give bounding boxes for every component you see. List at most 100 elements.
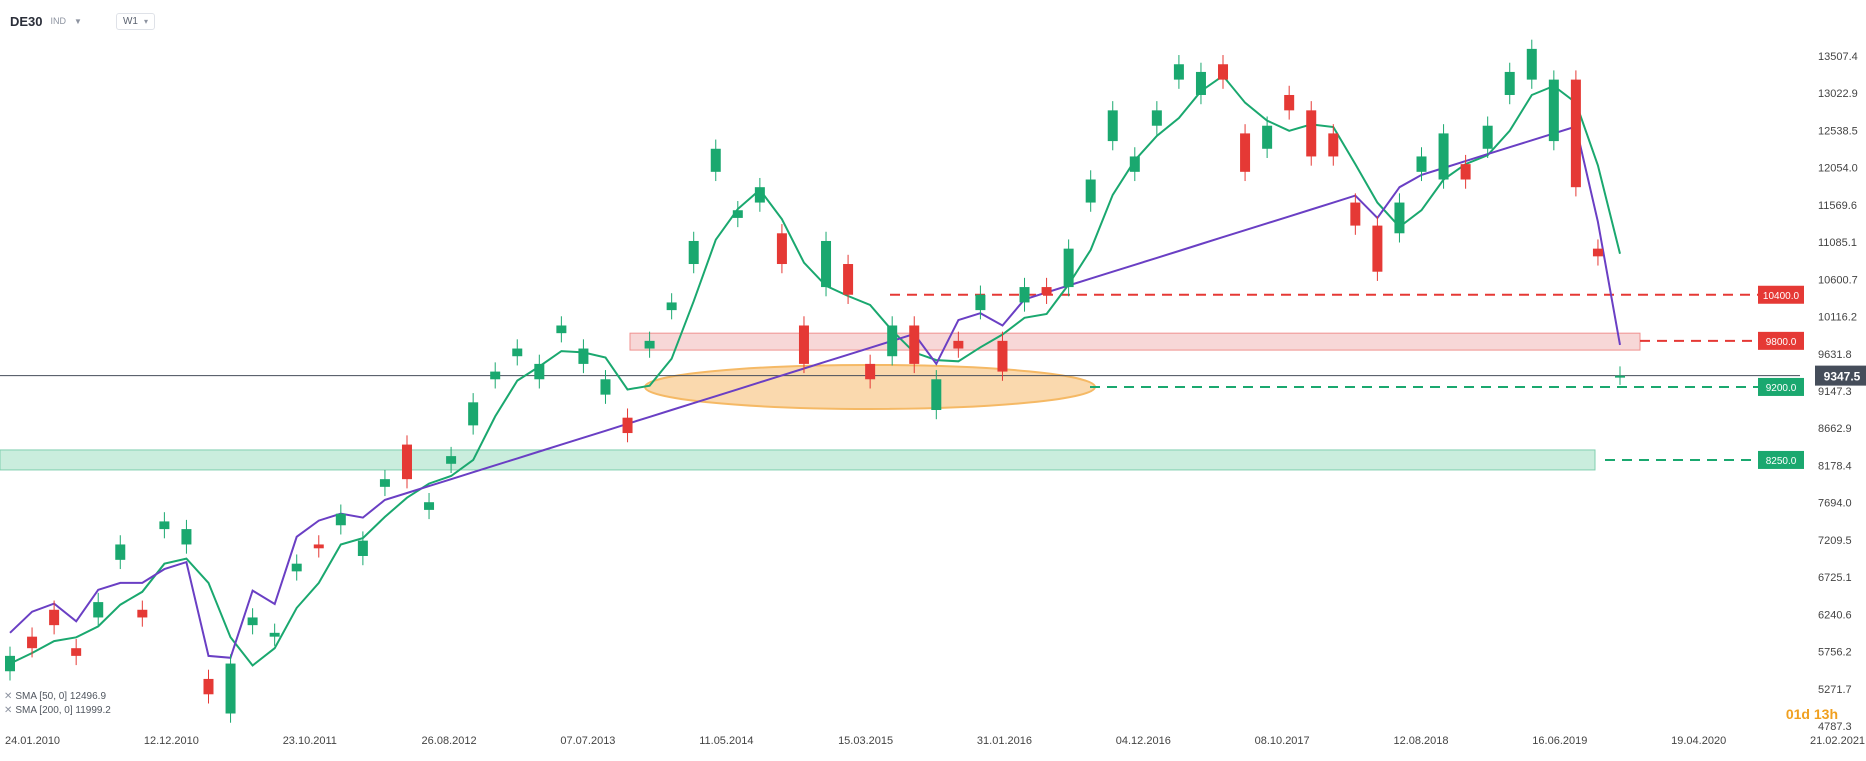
candle-body[interactable] xyxy=(269,632,280,637)
price-level-tag-label: 10400.0 xyxy=(1763,291,1800,302)
candle-body[interactable] xyxy=(1592,248,1603,257)
y-tick-label: 12538.5 xyxy=(1818,125,1858,137)
candle-body[interactable] xyxy=(1173,64,1184,80)
y-tick-label: 8178.4 xyxy=(1818,460,1852,472)
price-level-tag xyxy=(1758,331,1804,350)
y-tick-label: 11569.6 xyxy=(1818,200,1857,212)
candle-body[interactable] xyxy=(556,325,567,334)
candle-body[interactable] xyxy=(225,663,236,714)
candle-body[interactable] xyxy=(1041,287,1052,295)
x-tick-label: 23.10.2011 xyxy=(283,735,337,747)
candle-body[interactable] xyxy=(1195,71,1206,95)
legend-item-sma50[interactable]: ✕ SMA [50, 0] 12496.9 xyxy=(4,690,111,704)
candle-body[interactable] xyxy=(644,340,655,349)
candle-body[interactable] xyxy=(181,529,192,545)
candle-body[interactable] xyxy=(1504,71,1515,95)
candle-body[interactable] xyxy=(1372,225,1383,272)
candle-body[interactable] xyxy=(203,678,214,695)
candle-body[interactable] xyxy=(357,540,368,556)
sma50-line xyxy=(9,74,1621,667)
candle-body[interactable] xyxy=(776,233,787,265)
candle-body[interactable] xyxy=(313,544,324,549)
y-tick-label: 7694.0 xyxy=(1818,498,1852,510)
candle-body[interactable] xyxy=(1262,125,1273,149)
candle-body[interactable] xyxy=(1151,110,1162,126)
candle-body[interactable] xyxy=(71,648,82,656)
candle-body[interactable] xyxy=(335,513,346,526)
candle-body[interactable] xyxy=(1218,64,1229,80)
candle-body[interactable] xyxy=(490,371,501,380)
candle-body[interactable] xyxy=(115,544,126,560)
candle-body[interactable] xyxy=(1085,179,1096,203)
candle-body[interactable] xyxy=(975,294,986,311)
x-tick-label: 11.05.2014 xyxy=(699,735,753,747)
x-tick-label: 07.07.2013 xyxy=(560,735,615,747)
candle-body[interactable] xyxy=(887,325,898,357)
candle-body[interactable] xyxy=(93,602,104,618)
close-icon[interactable]: ✕ xyxy=(4,691,13,702)
candle-body[interactable] xyxy=(1284,94,1295,111)
candle-body[interactable] xyxy=(843,264,854,295)
candle-body[interactable] xyxy=(821,240,832,288)
candle-body[interactable] xyxy=(379,479,390,487)
candle-body[interactable] xyxy=(1570,79,1581,188)
candle-body[interactable] xyxy=(732,210,743,218)
y-tick-label: 7209.5 xyxy=(1818,535,1852,547)
candle-body[interactable] xyxy=(1615,375,1625,378)
candle-body[interactable] xyxy=(1107,110,1118,142)
candle-body[interactable] xyxy=(622,417,633,434)
candle-body[interactable] xyxy=(1129,156,1140,172)
candle-body[interactable] xyxy=(1416,156,1427,172)
candle-body[interactable] xyxy=(1063,248,1074,288)
candle-body[interactable] xyxy=(446,456,457,464)
candle-body[interactable] xyxy=(27,636,38,649)
candle-body[interactable] xyxy=(754,187,765,203)
candle-body[interactable] xyxy=(578,348,589,364)
candle-body[interactable] xyxy=(1394,202,1405,234)
candle-body[interactable] xyxy=(1548,79,1559,142)
candle-body[interactable] xyxy=(688,240,699,265)
candle-body[interactable] xyxy=(1460,164,1471,180)
symbol-label[interactable]: DE30 xyxy=(10,13,43,29)
candle-body[interactable] xyxy=(534,363,545,380)
candle-body[interactable] xyxy=(931,379,942,411)
candle-body[interactable] xyxy=(1240,133,1251,172)
candle-body[interactable] xyxy=(424,502,435,510)
candle-body[interactable] xyxy=(468,402,479,426)
candle-body[interactable] xyxy=(49,609,60,626)
candle-body[interactable] xyxy=(137,609,148,618)
candle-body[interactable] xyxy=(291,563,302,572)
candle-body[interactable] xyxy=(512,348,523,357)
timeframe-select[interactable]: W1 ▾ xyxy=(115,12,155,30)
candle-body[interactable] xyxy=(1438,133,1449,180)
candle-body[interactable] xyxy=(1019,287,1030,303)
symbol-chevron-icon[interactable]: ▼ xyxy=(74,16,82,26)
candle-body[interactable] xyxy=(600,379,611,395)
candle-body[interactable] xyxy=(159,521,170,530)
candle-body[interactable] xyxy=(798,325,809,364)
y-tick-label: 6240.6 xyxy=(1818,609,1852,621)
x-tick-label: 16.06.2019 xyxy=(1532,735,1587,747)
candle-body[interactable] xyxy=(909,325,920,364)
candle-body[interactable] xyxy=(247,617,258,626)
candle-body[interactable] xyxy=(401,444,412,480)
candle-body[interactable] xyxy=(1526,48,1537,80)
x-tick-label: 21.02.2021 xyxy=(1810,735,1865,747)
candle-body[interactable] xyxy=(997,340,1008,372)
candle-body[interactable] xyxy=(1482,125,1493,149)
candle-body[interactable] xyxy=(1328,133,1339,157)
price-level-tag-label: 9200.0 xyxy=(1766,383,1797,394)
candle-body[interactable] xyxy=(1306,110,1317,157)
candle-body[interactable] xyxy=(5,655,15,672)
x-tick-label: 04.12.2016 xyxy=(1116,735,1171,747)
candle-body[interactable] xyxy=(710,148,721,172)
candle-body[interactable] xyxy=(865,363,876,380)
legend-item-sma200[interactable]: ✕ SMA [200, 0] 11999.2 xyxy=(4,704,111,718)
close-icon[interactable]: ✕ xyxy=(4,705,13,716)
candle-body[interactable] xyxy=(1350,202,1361,226)
price-level-tag xyxy=(1758,377,1804,396)
candle-body[interactable] xyxy=(953,340,964,349)
candle-body[interactable] xyxy=(666,302,677,311)
x-tick-label: 19.04.2020 xyxy=(1671,735,1726,747)
